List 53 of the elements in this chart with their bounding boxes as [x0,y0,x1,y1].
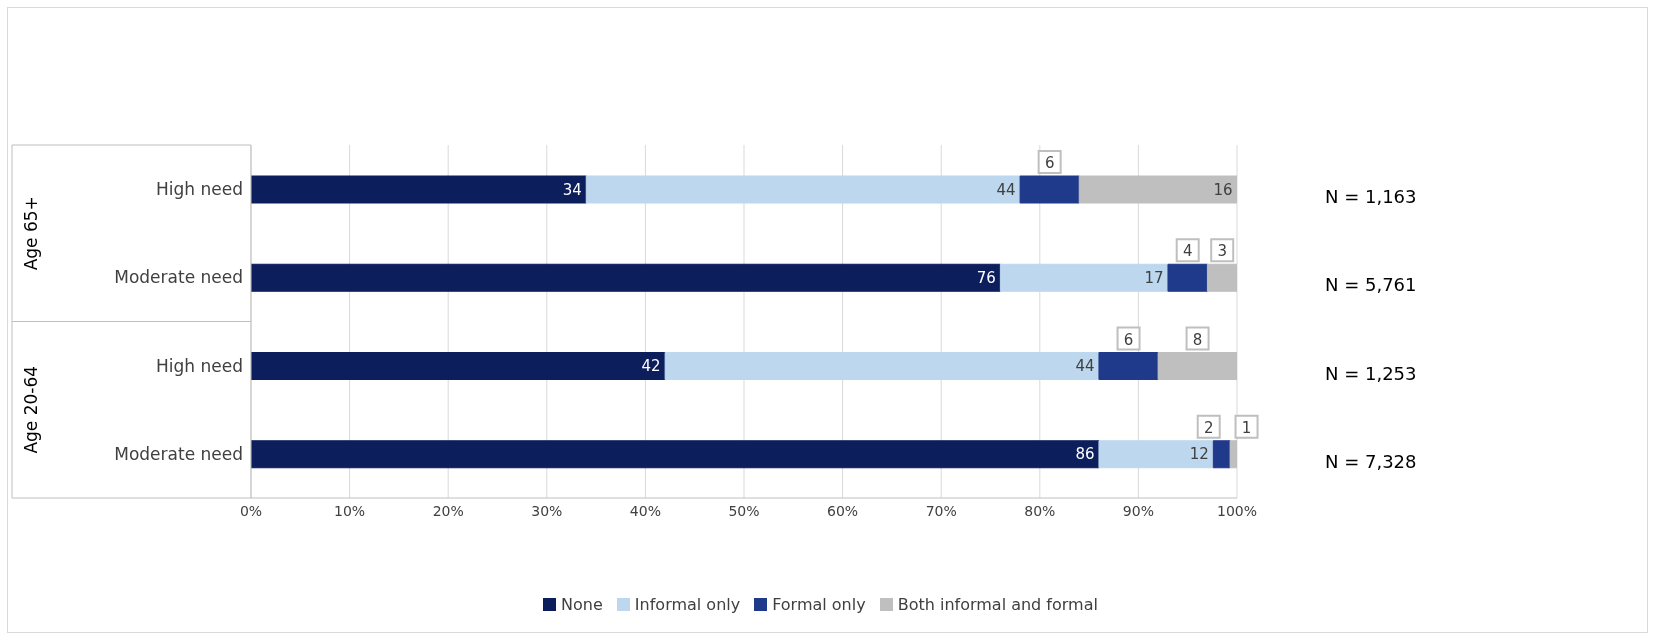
x-tick-label: 90% [1122,502,1154,519]
data-label: 34 [562,180,582,199]
x-tick-label: 20% [432,502,464,519]
bar [585,175,1021,204]
x-tick-label: 50% [728,502,760,519]
bar [1098,352,1159,380]
data-label: 17 [1144,268,1164,287]
data-label: 44 [1075,357,1095,375]
text: N = 7,328 [1325,450,1417,472]
text: N = 1,253 [1325,362,1417,384]
data-label: 6 [1123,330,1134,349]
bar [251,352,666,380]
text: Age 20-64 [21,365,41,454]
y-tick-label: High need [156,179,243,200]
data-label: 44 [996,180,1016,199]
legend-label: None [560,595,603,614]
x-tick-label: 40% [629,502,661,519]
data-label: 16 [1213,180,1233,199]
data-label: 2 [1203,418,1214,437]
data-label: 4 [1182,242,1193,261]
bar [251,440,1100,469]
bar [1019,175,1080,204]
data-label: 76 [976,268,996,287]
x-tick-label: 60% [827,502,859,519]
x-tick-label: 80% [1024,502,1056,519]
legend-label: Formal only [771,595,866,614]
text: N = 1,163 [1325,186,1417,208]
data-label: 1 [1241,418,1252,437]
data-label: 6 [1044,154,1055,172]
bar [1078,175,1237,204]
data-label: 8 [1192,330,1203,349]
bar [1098,440,1214,469]
data-label: 3 [1217,242,1227,261]
data-label: 12 [1189,445,1209,464]
data-label: 42 [641,357,661,375]
bar [251,175,587,204]
legend-label: Informal only [633,595,741,614]
bar [664,352,1100,380]
x-tick-label: 100% [1216,502,1258,519]
x-tick-label: 70% [925,502,957,519]
x-tick-label: 0% [239,502,263,519]
data-label: 86 [1075,445,1095,464]
y-tick-label: High need [156,355,243,376]
legend-label: Both informal and formal [896,595,1098,614]
x-tick-label: 10% [334,502,366,519]
bar [1212,440,1231,469]
bar [251,263,1001,292]
y-tick-label: Moderate need [114,443,243,464]
bar [999,263,1169,292]
x-tick-label: 30% [531,502,563,519]
text: Age 65+ [21,196,41,271]
text: N = 5,761 [1325,274,1417,296]
y-tick-label: Moderate need [114,267,243,288]
